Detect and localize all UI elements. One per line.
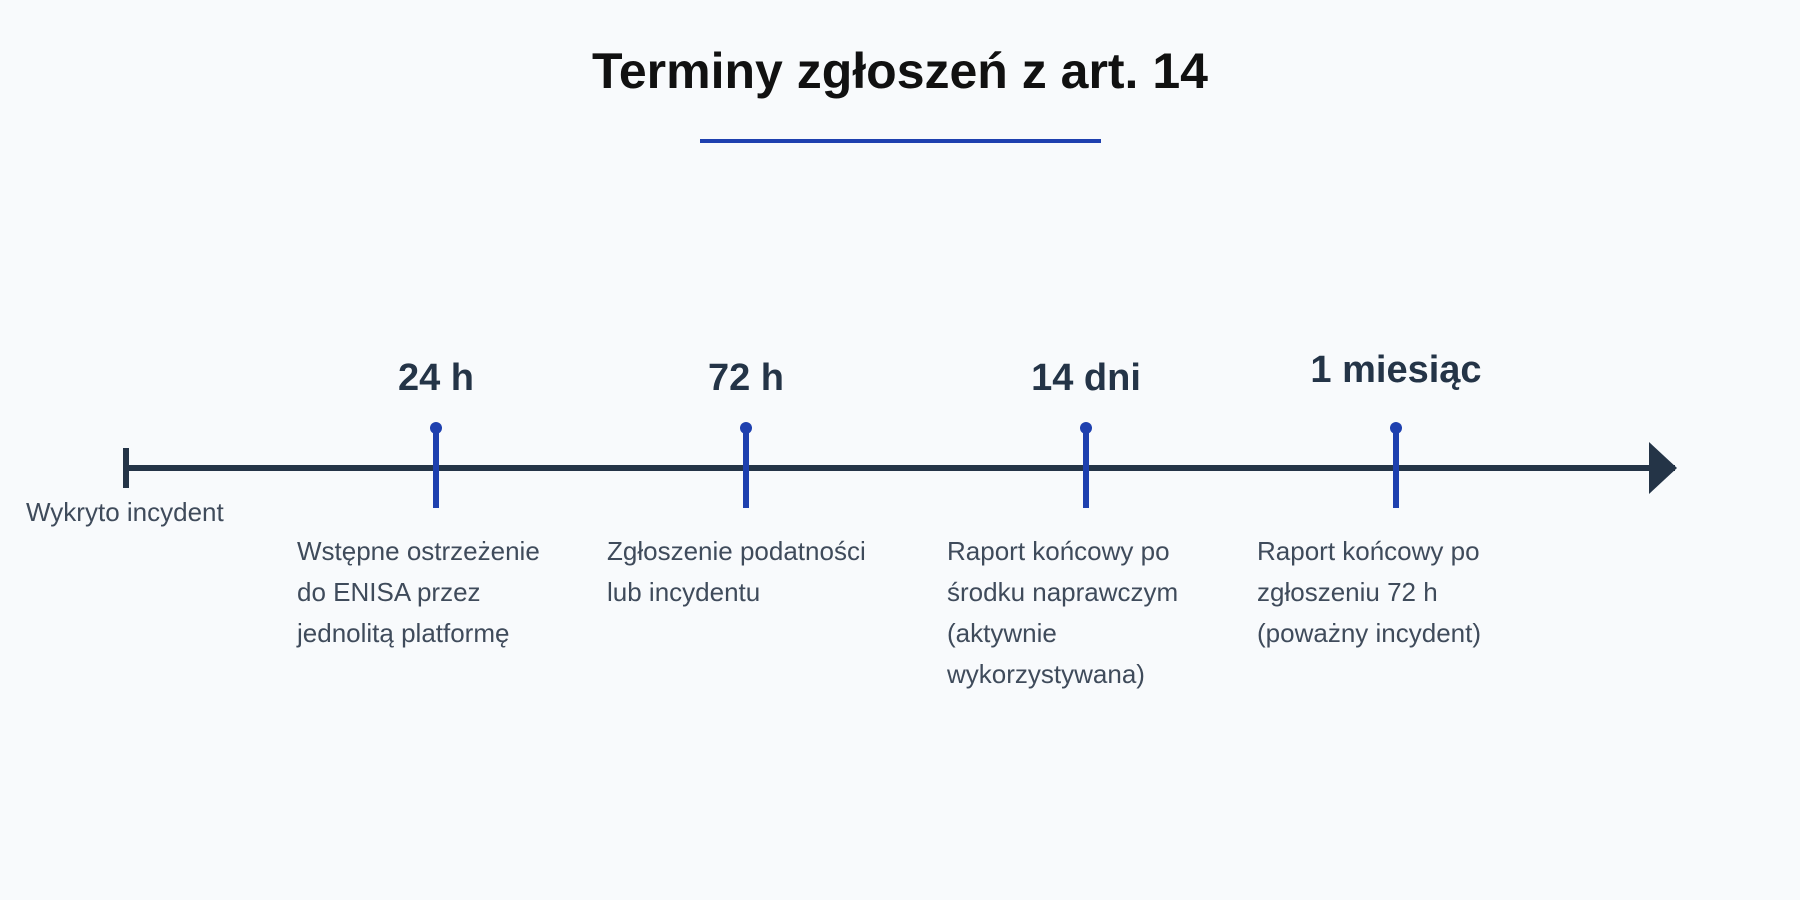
milestone-tick [1083,428,1089,508]
timeline-axis [125,465,1675,471]
milestone-description: Raport końcowy po zgłoszeniu 72 h (poważ… [1257,536,1481,648]
milestone-description: Zgłoszenie podatności lub incydentu [607,536,866,607]
milestone-label: 24 h [397,357,475,399]
timeline-arrow-head [1649,442,1677,494]
page-title: Terminy zgłoszeń z art. 14 [592,43,1208,99]
milestone-tick [433,428,439,508]
milestone-tick [1393,428,1399,508]
timeline-start-label: Wykryto incydent [26,497,224,527]
milestone-label: 1 miesiąc [1310,349,1482,391]
milestone-label: 72 h [707,357,785,399]
title-underline [700,139,1101,143]
milestone-label: 14 dni [1031,357,1141,399]
milestone-description: Raport końcowy po środku naprawczym (akt… [947,536,1179,689]
milestone-description: Wstępne ostrzeżenie do ENISA przez jedno… [297,536,540,648]
milestone-tick [743,428,749,508]
